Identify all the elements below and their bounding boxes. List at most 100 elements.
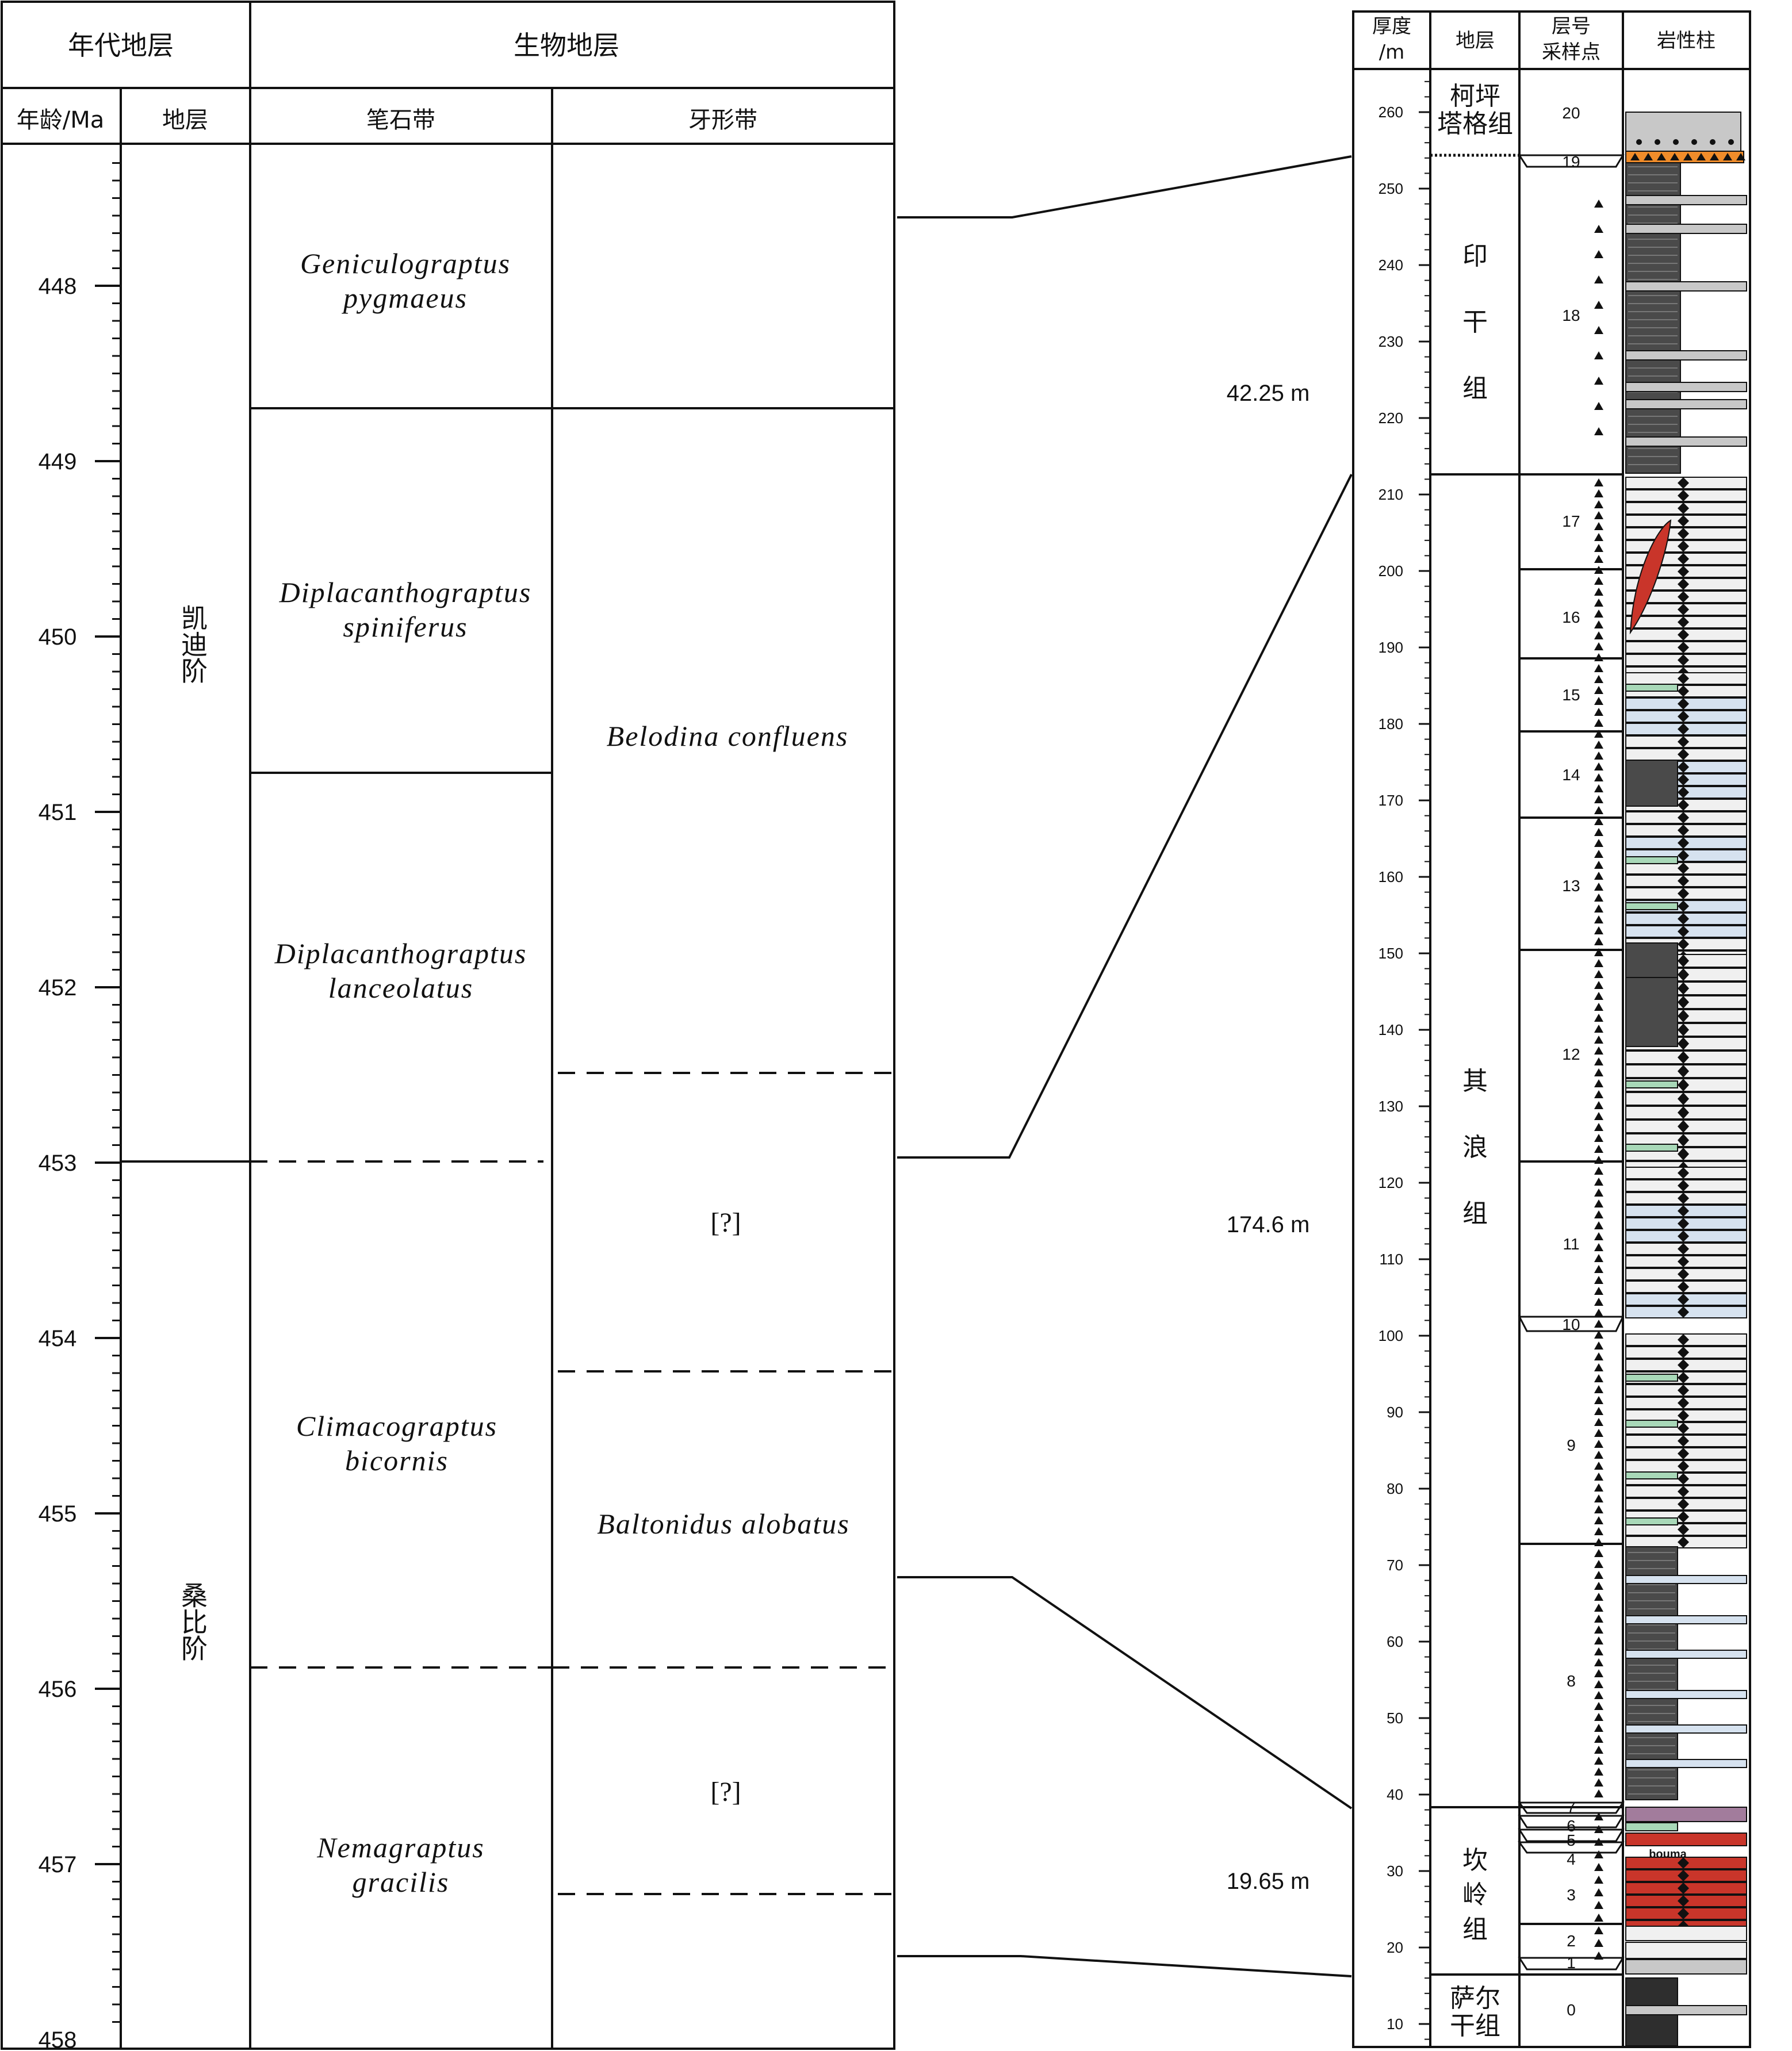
left-table-frame: [1, 1, 895, 2050]
sample-triangle: [1594, 478, 1603, 486]
nodule-mark: [1678, 1334, 1689, 1345]
nodule-mark: [1678, 799, 1689, 811]
thickness-tick-label: 180: [1379, 715, 1403, 733]
column-header-thickness-1: 厚度: [1372, 15, 1411, 38]
nodule-mark: [1678, 1134, 1689, 1147]
sample-triangle: [1594, 915, 1603, 923]
thickness-axis: 260 250 240 230 220 210 200 190 180 170 160 150 140 1…: [1379, 80, 1430, 2040]
bed-number-18: 18: [1562, 306, 1580, 324]
sample-triangle: [1594, 1850, 1603, 1858]
sample-triangle: [1594, 1090, 1603, 1098]
graptolite-zone-2-species: spiniferus: [343, 611, 468, 643]
sample-triangle: [1594, 1156, 1603, 1164]
qilang-shale-interval: [1625, 942, 1678, 978]
sample-triangle: [1594, 250, 1603, 258]
sample-triangle: [1594, 377, 1603, 385]
sample-triangle: [1594, 1812, 1603, 1820]
nodule-mark: [1678, 604, 1689, 615]
sample-triangle: [1594, 773, 1603, 781]
age-tick-label: 454: [39, 1326, 77, 1351]
nodule-mark: [1678, 1473, 1689, 1485]
saergan-interbed: [1625, 2005, 1747, 2015]
sample-triangle: [1594, 1396, 1603, 1404]
formation-kanling-1: 坎: [1462, 1846, 1488, 1875]
sample-triangle: [1594, 904, 1603, 913]
sample-triangle: [1594, 1939, 1603, 1947]
nodule-mark: [1678, 553, 1689, 565]
sample-triangle: [1594, 1901, 1603, 1909]
thickness-tick-label: 50: [1387, 1709, 1403, 1727]
bed-number-2: 2: [1567, 1932, 1576, 1950]
sample-triangle: [1594, 1134, 1603, 1142]
sample-triangle: [1594, 697, 1603, 705]
nodule-mark: [1678, 1486, 1689, 1497]
sample-triangle: [1594, 1189, 1603, 1197]
sample-triangle: [1594, 708, 1603, 716]
sample-triangle: [1594, 1167, 1603, 1175]
nodule-mark: [1678, 736, 1689, 747]
sample-triangle: [1594, 1112, 1603, 1120]
green-marl-bed: [1625, 856, 1678, 864]
sample-triangle: [1594, 522, 1603, 530]
sample-triangle: [1594, 948, 1603, 956]
sample-triangle: [1594, 1757, 1603, 1765]
sample-triangle: [1594, 1626, 1603, 1634]
sample-triangle: [1594, 664, 1603, 672]
formation-yingan-2: 干: [1462, 308, 1488, 337]
sample-triangle: [1594, 1473, 1603, 1481]
sample-triangle: [1594, 1538, 1603, 1546]
thickness-yingan: 42.25 m: [1227, 381, 1310, 406]
sandstone-dot: [1673, 139, 1679, 145]
age-tick-label: 449: [39, 449, 77, 474]
nodule-mark: [1678, 1079, 1689, 1091]
bed-number-15: 15: [1562, 686, 1580, 704]
yingan-limestone-interbed: [1625, 224, 1747, 234]
sample-triangle: [1594, 1210, 1603, 1218]
sample-triangle: [1594, 1352, 1603, 1360]
thickness-tick-label: 60: [1387, 1633, 1403, 1650]
nodule-mark: [1678, 1423, 1689, 1434]
green-marl-bed: [1625, 1517, 1678, 1525]
sample-triangle: [1594, 741, 1603, 749]
thickness-tick-label: 190: [1379, 639, 1403, 656]
nodule-mark: [1678, 1397, 1689, 1409]
nodule-mark: [1678, 1037, 1689, 1050]
subheader-strata: 地层: [162, 107, 208, 133]
sample-triangle: [1594, 1768, 1603, 1776]
sample-triangle: [1594, 1079, 1603, 1087]
column-frame: [1352, 10, 1751, 2048]
dashed-boundaries: [250, 1072, 894, 1895]
nodule-mark: [1678, 711, 1689, 722]
sample-triangle: [1594, 1254, 1603, 1262]
sample-triangle: [1594, 1647, 1603, 1655]
nodule-mark: [1678, 1410, 1689, 1421]
sample-triangle: [1594, 555, 1603, 563]
thickness-tick-label: 160: [1379, 868, 1403, 885]
graptolite-zone-1-species: pygmaeus: [342, 282, 468, 314]
sample-triangle: [1594, 1838, 1603, 1846]
nodule-mark: [1678, 477, 1689, 489]
sample-triangle: [1594, 1363, 1603, 1371]
graptolite-zone-4-genus: Climacograptus: [296, 1410, 497, 1442]
formation-qilang-3: 组: [1462, 1199, 1488, 1228]
conodont-zone-unknown-2: [?]: [710, 1777, 741, 1807]
sample-triangle: [1594, 894, 1603, 902]
age-axis: 448 449 450 451 452 453 454 455 456 457 458: [39, 144, 122, 2051]
nodule-mark: [1678, 1294, 1689, 1305]
sample-triangle: [1594, 1735, 1603, 1743]
sample-triangle: [1594, 566, 1603, 574]
sample-triangle: [1594, 1560, 1603, 1568]
qilang-limestone-interbed: [1625, 1575, 1747, 1584]
column-header-lithology: 岩性柱: [1657, 29, 1716, 52]
nodule-mark: [1678, 888, 1689, 899]
sample-triangle: [1594, 1713, 1603, 1721]
nodule-mark: [1678, 875, 1689, 887]
formation-qilang-2: 浪: [1462, 1133, 1488, 1162]
sample-triangle: [1594, 1374, 1603, 1382]
thickness-tick-label: 70: [1387, 1557, 1403, 1574]
bed-sandstone-kepingtage: [1625, 112, 1741, 152]
sample-triangle: [1594, 675, 1603, 683]
sample-triangle: [1594, 1003, 1603, 1011]
sample-triangle: [1594, 1483, 1603, 1492]
